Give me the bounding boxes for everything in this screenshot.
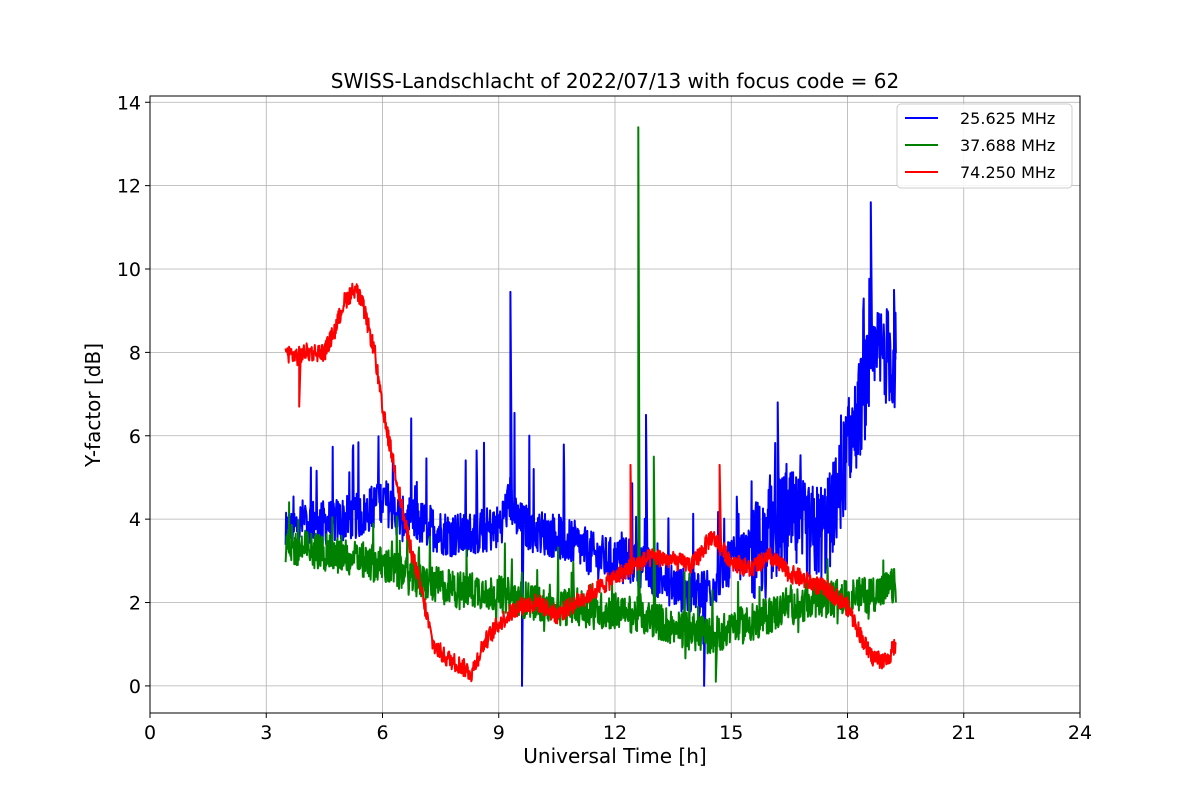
- series-layer: [284, 126, 897, 687]
- y-tick-label: 4: [129, 509, 141, 531]
- x-tick-label: 18: [835, 722, 859, 744]
- x-tick-label: 0: [144, 722, 156, 744]
- x-tick-label: 15: [719, 722, 743, 744]
- y-tick-label: 12: [117, 176, 141, 198]
- legend-label-37-688: 37.688 MHz: [960, 136, 1055, 155]
- x-tick-label: 9: [493, 722, 505, 744]
- x-tick-label: 21: [952, 722, 976, 744]
- x-tick-label: 6: [376, 722, 388, 744]
- x-tick-label: 24: [1068, 722, 1092, 744]
- x-tick-label: 3: [260, 722, 272, 744]
- legend-label-25-625: 25.625 MHz: [960, 109, 1055, 128]
- legend-box: [896, 103, 1073, 189]
- chart-title: SWISS-Landschlacht of 2022/07/13 with fo…: [331, 69, 899, 93]
- legend-label-74-250: 74.250 MHz: [960, 163, 1055, 182]
- legend: 25.625 MHz 37.688 MHz 74.250 MHz: [896, 103, 1073, 189]
- y-tick-label: 10: [117, 259, 141, 281]
- y-tick-label: 0: [129, 676, 141, 698]
- series-line-74-250: [284, 282, 897, 683]
- y-tick-label: 6: [129, 426, 141, 448]
- y-tick-label: 2: [129, 593, 141, 615]
- x-tick-label: 12: [603, 722, 627, 744]
- y-tick-label: 8: [129, 342, 141, 364]
- y-tick-label: 14: [117, 92, 141, 114]
- x-axis-label: Universal Time [h]: [523, 744, 706, 768]
- series-line-25-625: [284, 201, 897, 687]
- y-axis-label: Y-factor [dB]: [81, 343, 105, 468]
